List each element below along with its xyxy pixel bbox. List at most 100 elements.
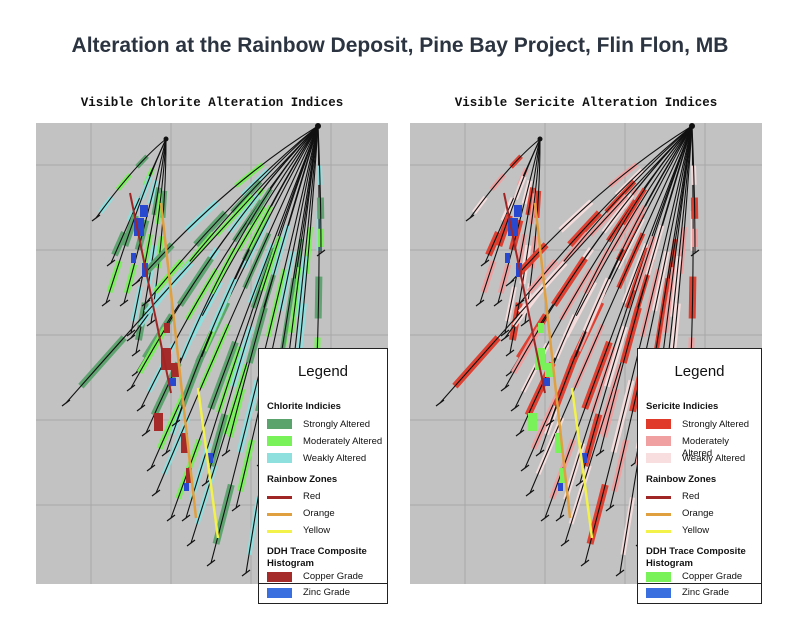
sericite-legend: Legend Sericite Indicies Strongly Altere… bbox=[637, 348, 762, 584]
collar-marker bbox=[163, 136, 169, 142]
hole-end-tick bbox=[595, 449, 605, 457]
yellow-zone-line bbox=[570, 387, 594, 539]
drill-trace bbox=[559, 125, 693, 519]
drill-hole bbox=[525, 125, 693, 497]
hole-end-tick bbox=[465, 214, 475, 222]
hole-end-tick bbox=[186, 539, 196, 547]
copper-grade-bar bbox=[171, 363, 179, 377]
sericite-panel-subtitle: Visible Sericite Alteration Indices bbox=[454, 96, 718, 110]
hole-end-tick bbox=[141, 429, 151, 437]
swatch-zinc-grade bbox=[267, 588, 292, 598]
zinc-grade-bar bbox=[208, 453, 213, 463]
drill-trace bbox=[479, 138, 541, 304]
drill-trace bbox=[185, 125, 319, 519]
legend-label-red-zone: Red bbox=[303, 491, 321, 502]
drill-trace bbox=[235, 125, 319, 509]
hole-end-tick bbox=[510, 404, 520, 412]
hole-end-tick bbox=[136, 404, 146, 412]
collar-marker bbox=[315, 123, 321, 129]
chlorite-panel-subtitle: Visible Chlorite Alteration Indices bbox=[80, 96, 344, 110]
drill-hole bbox=[690, 125, 700, 257]
drill-hole bbox=[221, 125, 319, 457]
hole-end-tick bbox=[580, 559, 590, 567]
zinc-grade-bar bbox=[542, 378, 550, 386]
hole-end-tick bbox=[101, 299, 111, 307]
hole-end-tick bbox=[615, 569, 625, 577]
line-orange-zone bbox=[267, 513, 292, 516]
sericite-grade-histogram bbox=[505, 205, 587, 491]
swatch-moderately-altered bbox=[267, 436, 292, 446]
drill-hole bbox=[151, 125, 319, 497]
hole-end-tick bbox=[166, 514, 176, 522]
zinc-grade-bar bbox=[168, 378, 176, 386]
hole-end-tick bbox=[146, 464, 156, 472]
hole-end-tick bbox=[525, 489, 535, 497]
swatch-weakly-altered bbox=[646, 453, 671, 463]
zinc-grade-bar bbox=[508, 218, 518, 236]
legend-label-yellow-zone: Yellow bbox=[682, 525, 710, 536]
zinc-grade-bar bbox=[131, 253, 136, 263]
red-zone-line bbox=[129, 192, 172, 394]
hole-end-tick bbox=[141, 299, 151, 307]
hole-end-tick bbox=[131, 349, 141, 357]
hole-end-tick bbox=[515, 429, 525, 437]
hole-end-tick bbox=[126, 329, 136, 337]
drill-trace bbox=[225, 125, 319, 454]
hole-end-tick bbox=[171, 419, 181, 427]
legend-label-copper-grade: Copper Grade bbox=[682, 571, 743, 582]
figure-title: Alteration at the Rainbow Deposit, Pine … bbox=[71, 34, 729, 57]
drill-trace bbox=[145, 125, 319, 434]
sericite-legend-zinc-row: Zinc Grade bbox=[637, 584, 762, 604]
legend-label-orange-zone: Orange bbox=[303, 508, 335, 519]
orange-zone-line bbox=[159, 202, 198, 519]
legend-section-title: Sericite Indicies bbox=[646, 401, 719, 412]
legend-label-moderately-altered: Moderately Altered bbox=[303, 436, 383, 447]
line-red-zone bbox=[646, 496, 671, 499]
drill-trace bbox=[105, 138, 167, 304]
zinc-grade-bar bbox=[140, 205, 148, 217]
hole-end-tick bbox=[91, 214, 101, 222]
hole-end-tick bbox=[119, 299, 129, 307]
legend-label-yellow-zone: Yellow bbox=[303, 525, 331, 536]
copper-grade-bar bbox=[164, 323, 170, 333]
copper-grade-bar bbox=[555, 433, 562, 453]
copper-grade-bar bbox=[535, 348, 545, 370]
hole-end-tick bbox=[221, 449, 231, 457]
drill-trace bbox=[529, 125, 693, 494]
drill-trace bbox=[205, 125, 319, 484]
hole-end-tick bbox=[206, 559, 216, 567]
drill-hole bbox=[91, 138, 167, 222]
hole-end-tick bbox=[480, 259, 490, 267]
drill-trace bbox=[439, 125, 693, 404]
hole-end-tick bbox=[61, 399, 71, 407]
hole-end-tick bbox=[493, 299, 503, 307]
legend-label-copper-grade: Copper Grade bbox=[303, 571, 364, 582]
line-yellow-zone bbox=[646, 530, 671, 533]
drill-trace bbox=[579, 125, 693, 484]
hole-end-tick bbox=[126, 334, 136, 342]
copper-grade-bar bbox=[154, 413, 163, 431]
hole-end-tick bbox=[575, 479, 585, 487]
hole-end-tick bbox=[161, 449, 171, 457]
drill-hole bbox=[465, 138, 541, 222]
sericite-rainbow-zones bbox=[503, 192, 594, 539]
drill-trace bbox=[130, 138, 167, 334]
drill-trace bbox=[150, 125, 319, 469]
drill-hole bbox=[126, 125, 319, 392]
drill-trace bbox=[317, 125, 322, 254]
zinc-grade-bar bbox=[505, 253, 510, 263]
sericite-map-panel: Legend Sericite Indicies Strongly Altere… bbox=[410, 123, 762, 584]
hole-end-tick bbox=[151, 489, 161, 497]
drill-hole bbox=[595, 125, 693, 457]
drill-trace bbox=[130, 125, 319, 389]
swatch-copper-grade bbox=[646, 572, 671, 582]
hole-end-tick bbox=[560, 539, 570, 547]
drill-hole bbox=[545, 125, 693, 427]
line-red-zone bbox=[267, 496, 292, 499]
legend-label-moderately-altered: Moderately Altered bbox=[682, 436, 729, 459]
chlorite-legend-zinc-row: Zinc Grade bbox=[258, 584, 388, 604]
drill-trace bbox=[469, 138, 541, 219]
legend-label-red-zone: Red bbox=[682, 491, 700, 502]
drill-trace bbox=[155, 125, 319, 494]
swatch-copper-grade bbox=[267, 572, 292, 582]
